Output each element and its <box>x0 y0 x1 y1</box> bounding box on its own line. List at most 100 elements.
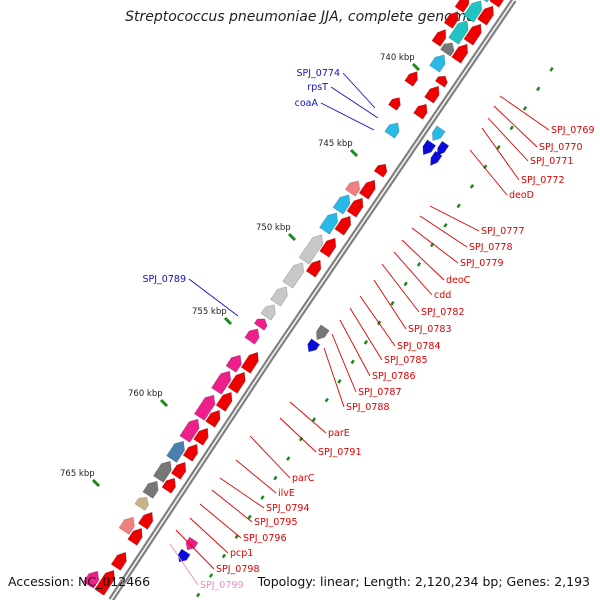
gene-reverse-strand[interactable] <box>404 71 418 87</box>
right-gene-label[interactable]: deoC <box>446 275 471 286</box>
right-gene-label[interactable]: cdd <box>434 290 451 301</box>
gene-reverse-strand[interactable] <box>137 511 154 530</box>
gene-colored-feature[interactable] <box>253 318 268 331</box>
label-leader-line <box>373 279 407 330</box>
gene-forward-strand[interactable] <box>177 548 191 563</box>
gene-colored-feature[interactable] <box>166 440 185 463</box>
gene-reverse-strand[interactable] <box>182 443 199 462</box>
right-gene-label[interactable]: SPJ_0771 <box>530 156 574 167</box>
gene-colored-feature[interactable] <box>193 394 216 421</box>
gene-reverse-strand[interactable] <box>454 0 470 13</box>
label-leader-line <box>323 347 345 408</box>
gene-colored-feature[interactable] <box>298 234 324 265</box>
gene-reverse-strand[interactable] <box>305 259 322 278</box>
gene-reverse-strand[interactable] <box>205 409 221 428</box>
gene-reverse-strand[interactable] <box>215 391 233 412</box>
gene-reverse-strand[interactable] <box>170 461 187 480</box>
gene-reverse-strand[interactable] <box>463 23 482 46</box>
right-gene-label[interactable]: SPJ_0795 <box>254 517 298 528</box>
gene-colored-feature[interactable] <box>463 0 483 23</box>
gene-colored-feature[interactable] <box>118 516 135 535</box>
left-gene-label[interactable]: rpsT <box>307 82 328 93</box>
gene-reverse-strand[interactable] <box>477 5 494 26</box>
gene-colored-feature[interactable] <box>152 460 172 483</box>
gene-forward-strand[interactable] <box>430 150 443 166</box>
gene-colored-feature[interactable] <box>211 370 232 395</box>
gene-reverse-strand[interactable] <box>387 97 401 111</box>
right-gene-label[interactable]: SPJ_0794 <box>266 503 310 514</box>
right-gene-label[interactable]: SPJ_0783 <box>408 324 452 335</box>
gene-colored-feature[interactable] <box>477 0 493 3</box>
right-gene-label[interactable]: parE <box>328 428 350 439</box>
gene-colored-feature[interactable] <box>384 122 400 139</box>
gene-reverse-strand[interactable] <box>431 29 447 47</box>
gene-reverse-strand[interactable] <box>451 43 468 64</box>
gene-colored-feature[interactable] <box>142 480 159 499</box>
right-gene-label[interactable]: SPJ_0799 <box>200 580 244 591</box>
gene-reverse-strand[interactable] <box>358 179 376 200</box>
gene-colored-feature[interactable] <box>179 418 200 443</box>
right-gene-label[interactable]: SPJ_0786 <box>372 371 416 382</box>
right-gene-label[interactable]: SPJ_0784 <box>397 341 441 352</box>
gene-colored-feature[interactable] <box>282 262 305 289</box>
gene-forward-strand[interactable] <box>185 536 199 551</box>
gene-reverse-strand[interactable] <box>161 477 176 494</box>
gene-colored-feature[interactable] <box>260 304 276 321</box>
left-gene-label[interactable]: coaA <box>295 98 319 109</box>
ruler-label: 740 kbp <box>380 53 415 63</box>
gene-colored-feature[interactable] <box>440 42 455 57</box>
gene-reverse-strand[interactable] <box>94 569 115 596</box>
gene-colored-feature[interactable] <box>134 496 149 511</box>
right-gene-label[interactable]: parC <box>292 473 315 484</box>
left-gene-label[interactable]: SPJ_0789 <box>143 274 187 285</box>
right-gene-label[interactable]: SPJ_0769 <box>551 125 595 136</box>
right-gene-label[interactable]: SPJ_0788 <box>346 402 390 413</box>
gene-reverse-strand[interactable] <box>489 0 504 8</box>
left-gene-label[interactable]: SPJ_0774 <box>297 68 341 79</box>
gene-reverse-strand[interactable] <box>346 197 364 218</box>
gene-colored-feature[interactable] <box>83 570 100 589</box>
gene-colored-feature[interactable] <box>332 194 351 215</box>
right-gene-label[interactable]: SPJ_0770 <box>539 142 583 153</box>
right-gene-label[interactable]: ilvE <box>278 488 295 499</box>
right-gene-label[interactable]: SPJ_0782 <box>421 307 465 318</box>
gene-reverse-strand[interactable] <box>110 551 127 571</box>
gene-reverse-strand[interactable] <box>373 163 388 178</box>
gene-reverse-strand[interactable] <box>127 527 143 546</box>
gene-forward-strand[interactable] <box>432 125 446 142</box>
gene-reverse-strand[interactable] <box>240 351 259 374</box>
scale-tick <box>350 359 355 365</box>
gene-colored-feature[interactable] <box>270 286 288 307</box>
right-gene-label[interactable]: pcp1 <box>230 548 253 559</box>
right-gene-label[interactable]: SPJ_0798 <box>216 564 260 575</box>
gene-forward-strand[interactable] <box>316 324 330 341</box>
gene-reverse-strand[interactable] <box>443 11 459 29</box>
gene-colored-feature[interactable] <box>448 20 469 45</box>
gene-reverse-strand[interactable] <box>434 75 448 88</box>
right-gene-label[interactable]: SPJ_0777 <box>481 226 525 237</box>
gene-reverse-strand[interactable] <box>227 371 246 394</box>
right-gene-label[interactable]: SPJ_0772 <box>521 175 565 186</box>
gene-reverse-strand[interactable] <box>413 103 428 120</box>
scale-tick <box>509 125 514 131</box>
right-gene-label[interactable]: SPJ_0787 <box>358 387 402 398</box>
gene-forward-strand[interactable] <box>307 338 321 353</box>
gene-colored-feature[interactable] <box>319 212 339 235</box>
gene-reverse-strand[interactable] <box>334 215 352 236</box>
gene-reverse-strand[interactable] <box>424 85 440 104</box>
right-gene-label[interactable]: SPJ_0791 <box>318 447 362 458</box>
right-gene-label[interactable]: SPJ_0778 <box>469 242 513 253</box>
gene-reverse-strand[interactable] <box>193 427 209 446</box>
gene-forward-strand[interactable] <box>422 139 437 156</box>
right-gene-label[interactable]: SPJ_0785 <box>384 355 428 366</box>
right-gene-label[interactable]: deoD <box>509 190 534 201</box>
right-gene-label[interactable]: SPJ_0779 <box>460 258 504 269</box>
gene-forward-strand[interactable] <box>436 140 450 156</box>
gene-reverse-strand[interactable] <box>319 237 337 258</box>
gene-colored-feature[interactable] <box>429 54 446 73</box>
right-gene-label[interactable]: SPJ_0796 <box>243 533 287 544</box>
gene-colored-feature[interactable] <box>344 180 361 197</box>
gene-colored-feature[interactable] <box>244 328 260 345</box>
gene-colored-feature[interactable] <box>225 354 242 373</box>
